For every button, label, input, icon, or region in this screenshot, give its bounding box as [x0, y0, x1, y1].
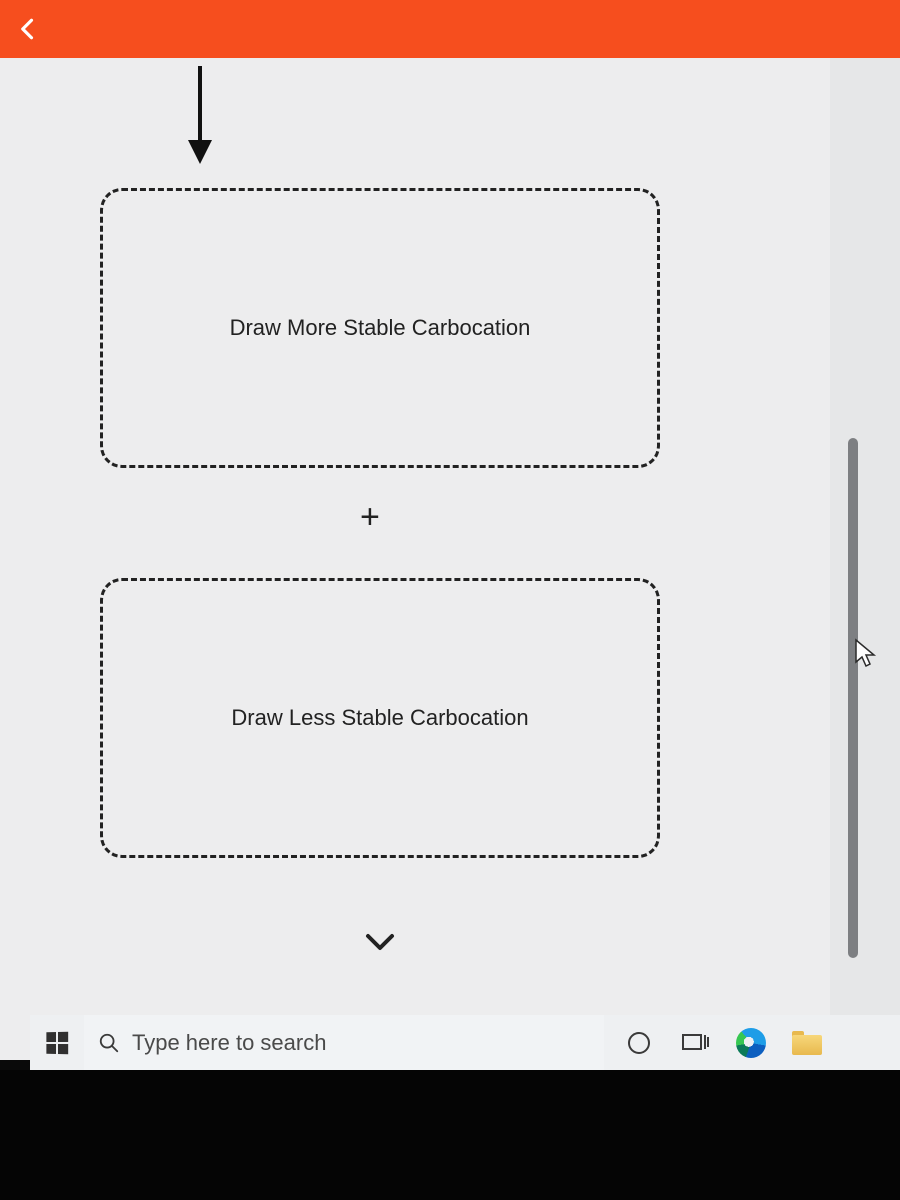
- plus-separator: +: [360, 498, 380, 537]
- cortana-circle-icon: [626, 1030, 652, 1056]
- folder-icon: [792, 1031, 822, 1055]
- taskbar-search[interactable]: Type here to search: [84, 1015, 604, 1070]
- arrow-down-icon: [180, 66, 220, 166]
- draw-area-less-stable[interactable]: Draw Less Stable Carbocation: [100, 578, 660, 858]
- draw-area-more-stable[interactable]: Draw More Stable Carbocation: [100, 188, 660, 468]
- content-panel: Draw More Stable Carbocation + Draw Less…: [0, 58, 830, 1060]
- draw-area-label: Draw Less Stable Carbocation: [231, 705, 528, 731]
- bezel-bottom: [0, 1070, 900, 1200]
- right-gutter: [830, 58, 900, 1060]
- app-header: [0, 0, 900, 58]
- windows-taskbar: Type here to search: [30, 1015, 900, 1070]
- windows-logo-icon: [46, 1031, 68, 1054]
- start-button[interactable]: [30, 1015, 84, 1070]
- search-icon: [98, 1032, 120, 1054]
- taskbar-icons: [604, 1028, 822, 1058]
- cortana-button[interactable]: [624, 1028, 654, 1058]
- scrollbar[interactable]: [848, 438, 858, 958]
- screen-root: Draw More Stable Carbocation + Draw Less…: [0, 0, 900, 1200]
- cursor-icon: [854, 638, 878, 668]
- back-button[interactable]: [0, 0, 58, 58]
- edge-icon: [736, 1028, 766, 1058]
- search-placeholder: Type here to search: [132, 1030, 326, 1056]
- task-view-icon: [680, 1031, 710, 1055]
- scrollbar-thumb[interactable]: [848, 438, 858, 958]
- edge-browser-button[interactable]: [736, 1028, 766, 1058]
- arrow-left-icon: [14, 14, 44, 44]
- task-view-button[interactable]: [680, 1028, 710, 1058]
- file-explorer-button[interactable]: [792, 1028, 822, 1058]
- app-area: Draw More Stable Carbocation + Draw Less…: [0, 0, 900, 1060]
- draw-area-label: Draw More Stable Carbocation: [230, 315, 531, 341]
- chevron-down-icon[interactable]: [360, 928, 400, 958]
